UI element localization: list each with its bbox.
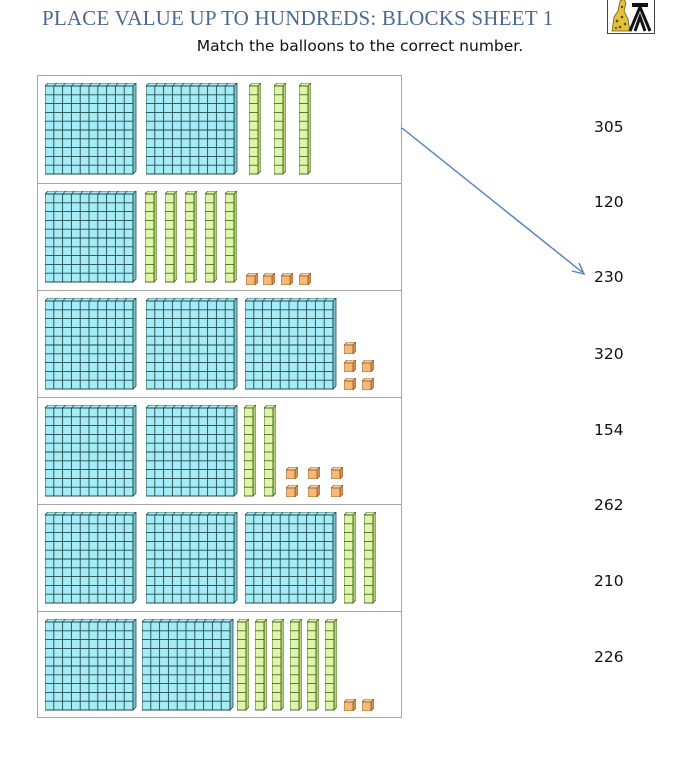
- number-option[interactable]: 262: [594, 496, 624, 514]
- number-option[interactable]: 226: [594, 648, 624, 666]
- ten-rod-icon: [144, 190, 158, 283]
- hundred-flat-icon: [141, 618, 234, 711]
- hundred-flat-icon: [244, 511, 337, 604]
- number-option[interactable]: 154: [594, 421, 624, 439]
- ten-rod-icon: [236, 618, 250, 711]
- number-option[interactable]: 320: [594, 345, 624, 363]
- ten-rod-icon: [164, 190, 178, 283]
- hundred-flat-icon: [44, 404, 137, 497]
- unit-cube-icon: [343, 359, 357, 373]
- hundred-flat-icon: [44, 618, 137, 711]
- blocks-table: [37, 75, 402, 718]
- unit-cube-icon: [280, 272, 294, 286]
- ten-rod-icon: [306, 618, 320, 711]
- block-row[interactable]: [38, 76, 401, 183]
- unit-cube-icon: [343, 377, 357, 391]
- unit-cube-icon: [262, 272, 276, 286]
- hundred-flat-icon: [44, 82, 137, 175]
- ten-rod-icon: [224, 190, 238, 283]
- unit-cube-icon: [285, 466, 299, 480]
- unit-cube-icon: [285, 484, 299, 498]
- unit-cube-icon: [343, 341, 357, 355]
- unit-cube-icon: [307, 466, 321, 480]
- block-row[interactable]: [38, 290, 401, 398]
- ten-rod-icon: [273, 82, 287, 175]
- hundred-flat-icon: [44, 190, 137, 283]
- block-row[interactable]: [38, 611, 401, 719]
- ten-rod-icon: [204, 190, 218, 283]
- unit-cube-icon: [307, 484, 321, 498]
- block-row[interactable]: [38, 504, 401, 612]
- hundred-flat-icon: [145, 82, 238, 175]
- hundred-flat-icon: [44, 511, 137, 604]
- hundred-flat-icon: [145, 404, 238, 497]
- hundred-flat-icon: [244, 297, 337, 390]
- block-row[interactable]: [38, 183, 401, 291]
- ten-rod-icon: [363, 511, 377, 604]
- ten-rod-icon: [254, 618, 268, 711]
- unit-cube-icon: [245, 272, 259, 286]
- number-option[interactable]: 210: [594, 572, 624, 590]
- ten-rod-icon: [343, 511, 357, 604]
- unit-cube-icon: [361, 359, 375, 373]
- unit-cube-icon: [298, 272, 312, 286]
- unit-cube-icon: [361, 698, 375, 712]
- ten-rod-icon: [184, 190, 198, 283]
- ten-rod-icon: [289, 618, 303, 711]
- number-option[interactable]: 305: [594, 118, 624, 136]
- ten-rod-icon: [298, 82, 312, 175]
- unit-cube-icon: [330, 484, 344, 498]
- ten-rod-icon: [248, 82, 262, 175]
- worksheet-title: PLACE VALUE UP TO HUNDREDS: BLOCKS SHEET…: [42, 6, 554, 30]
- block-row[interactable]: [38, 397, 401, 505]
- ten-rod-icon: [271, 618, 285, 711]
- ten-rod-icon: [263, 404, 277, 497]
- giraffe-logo-icon: [607, 0, 655, 34]
- unit-cube-icon: [361, 377, 375, 391]
- ten-rod-icon: [324, 618, 338, 711]
- number-option[interactable]: 120: [594, 193, 624, 211]
- hundred-flat-icon: [145, 511, 238, 604]
- hundred-flat-icon: [145, 297, 238, 390]
- number-option[interactable]: 230: [594, 268, 624, 286]
- hundred-flat-icon: [44, 297, 137, 390]
- instruction-text: Match the balloons to the correct number…: [196, 37, 524, 55]
- unit-cube-icon: [343, 698, 357, 712]
- unit-cube-icon: [330, 466, 344, 480]
- ten-rod-icon: [243, 404, 257, 497]
